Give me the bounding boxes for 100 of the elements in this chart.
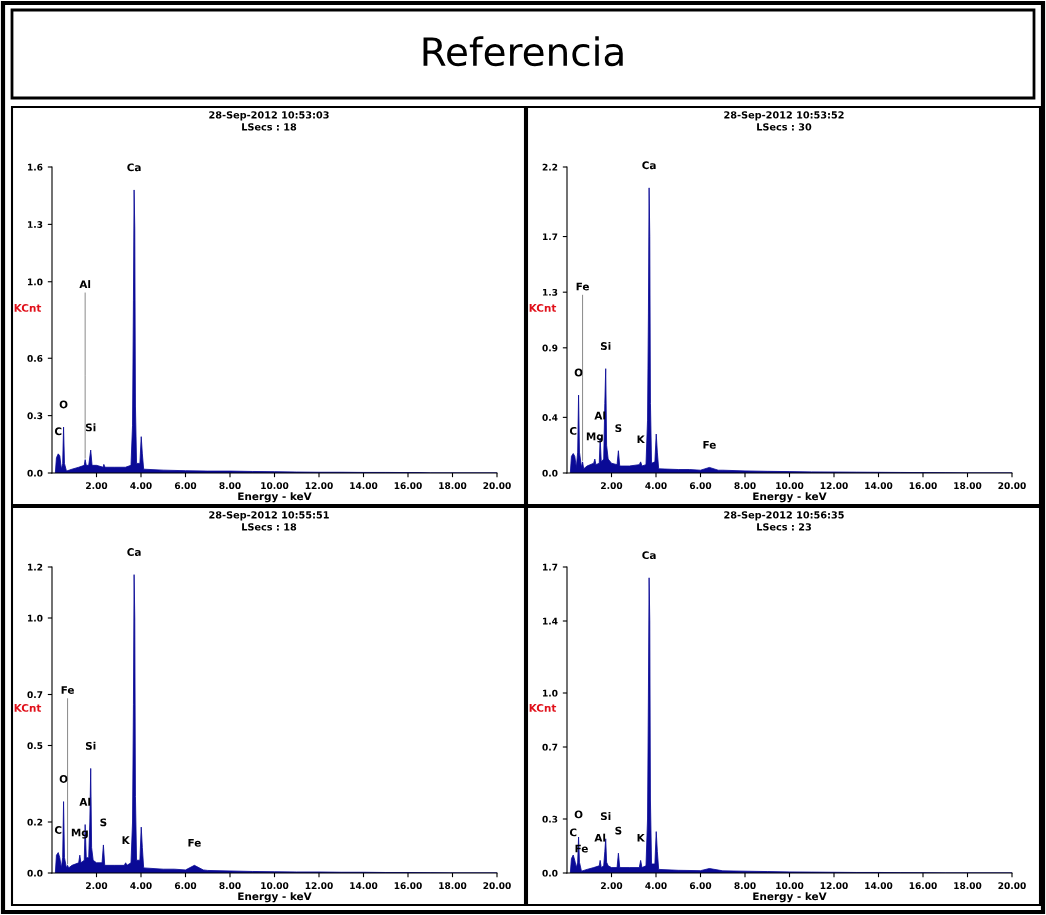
y-tick-label: 1.3 — [28, 221, 43, 228]
x-tick-label: 12.00 — [820, 882, 848, 890]
annotation: Fe — [703, 441, 716, 449]
y-tick-label: 0.0 — [542, 469, 558, 477]
y-axis-title: KCnt — [14, 303, 42, 312]
x-tick-label: 4.00 — [645, 882, 667, 890]
annotation: Mg — [586, 432, 603, 443]
y-tick-label: 0.0 — [27, 469, 43, 477]
y-tick-label: 1.7 — [543, 233, 558, 240]
y-tick-label: 2.2 — [542, 163, 558, 171]
annotation: K — [637, 833, 645, 842]
x-tick-label: 20.00 — [998, 882, 1026, 890]
x-tick-label: 10.00 — [261, 882, 289, 890]
y-tick-label: 1.0 — [543, 689, 558, 697]
annotation: O — [59, 400, 68, 409]
x-tick-label: 12.00 — [820, 482, 848, 490]
chart-subtitle: LSecs : 30 — [757, 123, 812, 131]
chart-subtitle: LSecs : 23 — [757, 523, 811, 531]
y-tick-label: 1.7 — [543, 563, 558, 571]
y-axis-title: KCnt — [529, 703, 557, 712]
x-tick-label: 16.00 — [909, 882, 937, 890]
y-tick-label: 1.0 — [28, 614, 43, 622]
x-axis-title: Energy - keV — [753, 892, 827, 903]
x-tick-label: 18.00 — [954, 482, 982, 490]
annotation: S — [100, 818, 107, 827]
chart-title: 28-Sep-2012 10:53:03 — [209, 111, 329, 121]
x-axis-title: Energy - keV — [238, 492, 312, 503]
annotation: K — [637, 435, 645, 444]
x-tick-label: 2.00 — [601, 882, 623, 890]
annotation: Ca — [642, 551, 656, 560]
annotation: C — [569, 828, 577, 837]
annotation: Si — [85, 741, 96, 750]
x-tick-label: 8.00 — [734, 882, 756, 890]
annotation: Fe — [61, 686, 74, 694]
x-tick-label: 4.00 — [645, 482, 667, 490]
x-tick-label: 8.00 — [219, 882, 241, 890]
x-tick-label: 20.00 — [483, 482, 511, 490]
annotation: O — [574, 368, 583, 377]
x-tick-label: 6.00 — [174, 482, 197, 490]
x-axis-title: Energy - keV — [753, 492, 827, 503]
y-tick-label: 0.9 — [542, 344, 558, 352]
annotation: Si — [600, 341, 611, 350]
annotation: Al — [594, 833, 606, 842]
x-tick-label: 2.00 — [601, 482, 623, 490]
x-tick-label: 6.00 — [689, 882, 712, 890]
chart-title: 28-Sep-2012 10:55:51 — [209, 511, 329, 521]
x-tick-label: 16.00 — [909, 482, 937, 490]
annotation: C — [54, 427, 62, 436]
x-tick-label: 6.00 — [174, 882, 197, 890]
y-tick-label: 0.7 — [542, 743, 558, 751]
y-tick-label: 1.6 — [28, 163, 43, 171]
x-tick-label: 10.00 — [776, 882, 804, 890]
x-tick-label: 10.00 — [776, 482, 804, 490]
y-axis-title: KCnt — [14, 703, 42, 712]
annotation: O — [59, 775, 68, 783]
x-axis-title: Energy - keV — [238, 892, 312, 903]
annotation: Al — [79, 797, 91, 806]
x-tick-label: 12.00 — [305, 882, 333, 890]
annotation: K — [122, 836, 130, 844]
annotation: C — [569, 426, 577, 435]
y-tick-label: 0.5 — [27, 742, 43, 750]
y-tick-label: 0.6 — [27, 354, 43, 362]
x-tick-label: 4.00 — [130, 882, 152, 890]
x-tick-label: 4.00 — [130, 482, 152, 490]
x-tick-label: 18.00 — [439, 882, 467, 890]
x-tick-label: 14.00 — [865, 882, 893, 890]
y-tick-label: 0.2 — [27, 818, 43, 826]
y-tick-label: 0.0 — [542, 869, 558, 877]
y-tick-label: 1.2 — [28, 563, 43, 571]
annotation: Ca — [127, 163, 141, 172]
annotation: Si — [600, 812, 611, 821]
y-tick-label: 1.4 — [543, 617, 558, 625]
y-tick-label: 0.3 — [27, 412, 43, 420]
x-tick-label: 14.00 — [865, 482, 893, 490]
x-tick-label: 20.00 — [483, 882, 511, 890]
x-tick-label: 8.00 — [734, 482, 756, 490]
annotation: S — [615, 424, 622, 433]
y-tick-label: 0.4 — [542, 414, 558, 421]
annotation: C — [54, 826, 62, 834]
x-tick-label: 2.00 — [86, 882, 108, 890]
x-tick-label: 14.00 — [350, 482, 378, 490]
annotation: Si — [85, 423, 96, 432]
y-tick-label: 0.0 — [27, 869, 43, 877]
chart-title: 28-Sep-2012 10:53:52 — [724, 111, 844, 121]
y-tick-label: 1.0 — [28, 278, 43, 286]
x-tick-label: 18.00 — [954, 882, 982, 890]
x-tick-label: 12.00 — [305, 482, 333, 490]
chart-subtitle: LSecs : 18 — [242, 523, 297, 531]
x-tick-label: 20.00 — [998, 482, 1026, 490]
annotation: Fe — [576, 282, 589, 291]
chart-title: 28-Sep-2012 10:56:35 — [724, 511, 844, 521]
x-tick-label: 16.00 — [394, 482, 422, 490]
x-tick-label: 2.00 — [86, 482, 108, 490]
annotation: Al — [79, 280, 91, 288]
chart-subtitle: LSecs : 18 — [242, 123, 297, 131]
x-tick-label: 14.00 — [350, 882, 378, 890]
annotation: Fe — [188, 838, 201, 847]
annotation: Ca — [127, 548, 141, 556]
y-tick-label: 0.7 — [27, 691, 43, 699]
annotation: Ca — [642, 161, 656, 170]
